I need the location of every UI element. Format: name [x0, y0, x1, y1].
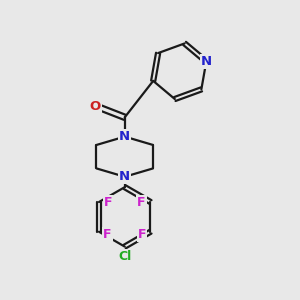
- Text: N: N: [201, 55, 212, 68]
- Text: N: N: [119, 170, 130, 183]
- Text: F: F: [104, 196, 112, 208]
- Text: F: F: [137, 196, 146, 208]
- Text: Cl: Cl: [118, 250, 131, 262]
- Text: F: F: [138, 228, 146, 241]
- Text: N: N: [119, 130, 130, 143]
- Text: O: O: [89, 100, 100, 113]
- Text: F: F: [103, 228, 112, 241]
